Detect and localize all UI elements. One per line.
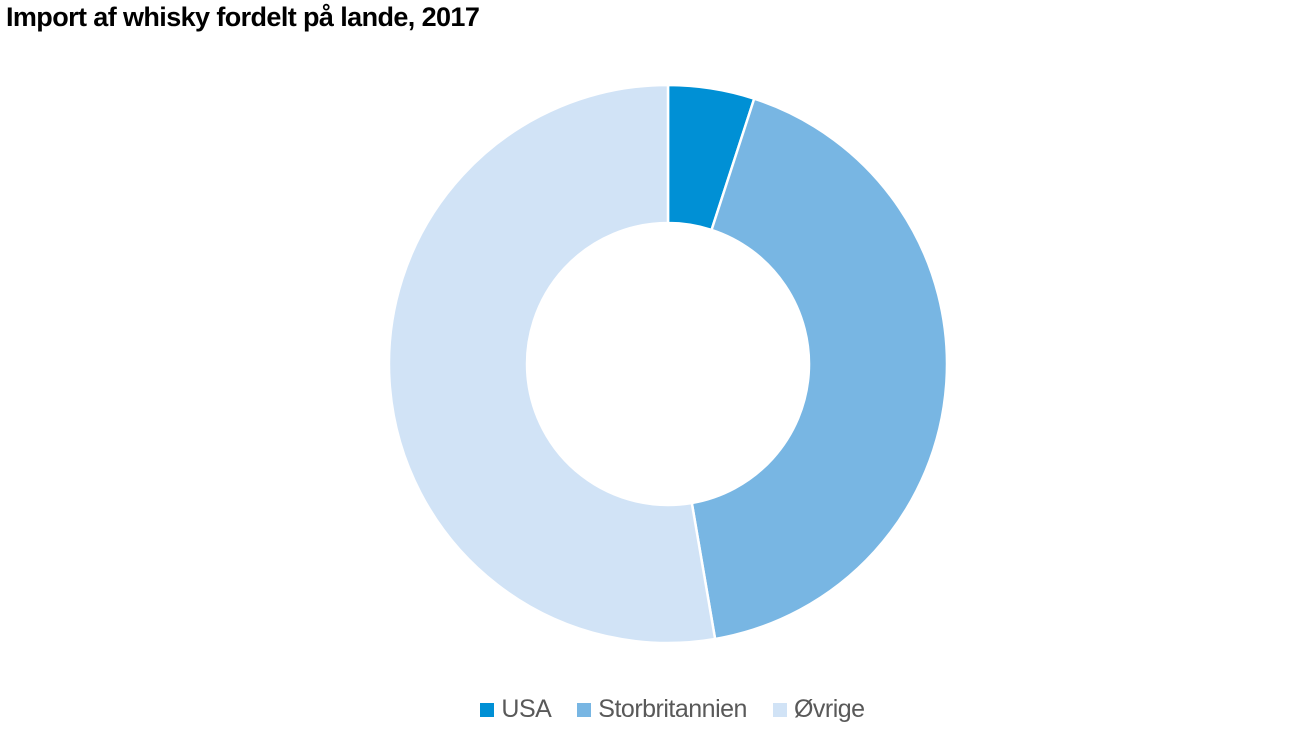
legend-swatch — [577, 702, 592, 717]
legend-label: Storbritannien — [598, 695, 747, 723]
legend-label: USA — [501, 695, 552, 723]
chart-legend: USA Storbritannien Øvrige — [0, 695, 1309, 724]
legend-item: Storbritannien — [577, 695, 747, 724]
legend-item: USA — [480, 695, 552, 724]
chart-title: Import af whisky fordelt på lande, 2017 — [6, 2, 480, 32]
legend-label: Øvrige — [793, 695, 865, 723]
donut-slice-storbritannien — [690, 97, 949, 641]
legend-swatch — [772, 702, 787, 717]
legend-item: Øvrige — [772, 695, 865, 724]
legend-swatch — [480, 702, 495, 717]
donut-slice-vrige — [387, 83, 717, 645]
